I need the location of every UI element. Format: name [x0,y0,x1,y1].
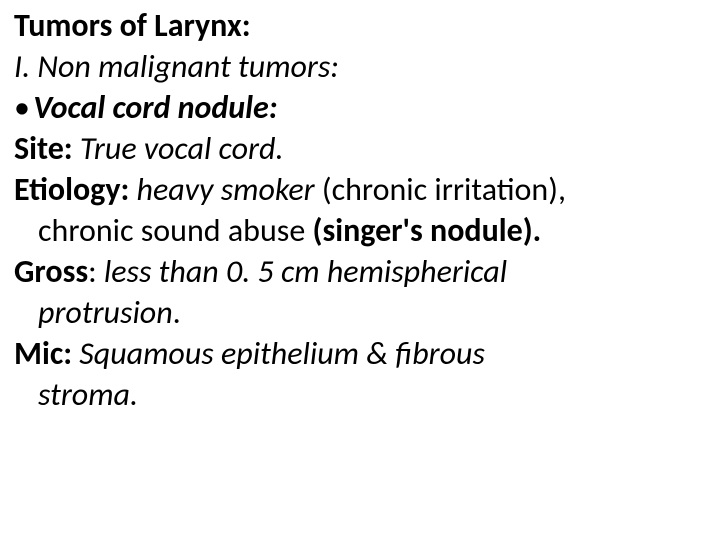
etiology-label: Etiology: [14,170,129,209]
site-line: Site: True vocal cord. [14,129,706,170]
mic-label: Mic: [14,334,72,373]
gross-line-2-italic: protrusion [38,293,173,332]
slide-content: Tumors of Larynx: I. Non malignant tumor… [0,0,720,540]
etiology-line-2: chronic sound abuse (singer's nodule). [14,211,706,252]
site-value: True vocal cord. [80,129,284,168]
gross-colon: : [88,252,97,291]
gross-label: Gross [14,252,88,291]
bullet-label: Vocal cord nodule: [33,88,277,127]
mic-value-1: Squamous epithelium & fibrous [79,334,485,373]
etiology-line-2-bold: (singer's nodule). [312,211,541,250]
gross-line-2: protrusion. [14,293,706,334]
section-subheading: I. Non malignant tumors: [14,47,706,88]
title-heading: Tumors of Larynx: [14,6,706,47]
etiology-value-plain-1: (chronic irritation), [315,170,566,209]
gross-line-2-tail: . [173,293,181,332]
gross-line-1: Gross: less than 0. 5 cm hemispherical [14,252,706,293]
bullet-icon: • [14,88,33,129]
mic-line-2: stroma. [14,375,706,416]
bullet-row: •Vocal cord nodule: [14,88,706,129]
site-label: Site: [14,129,73,168]
mic-line-1: Mic: Squamous epithelium & fibrous [14,334,706,375]
etiology-line-1: Etiology: heavy smoker (chronic irritati… [14,170,706,211]
gross-value-1: less than 0. 5 cm hemispherical [104,252,507,291]
etiology-line-2-plain: chronic sound abuse [38,211,312,250]
etiology-value-1: heavy smoker [137,170,315,209]
